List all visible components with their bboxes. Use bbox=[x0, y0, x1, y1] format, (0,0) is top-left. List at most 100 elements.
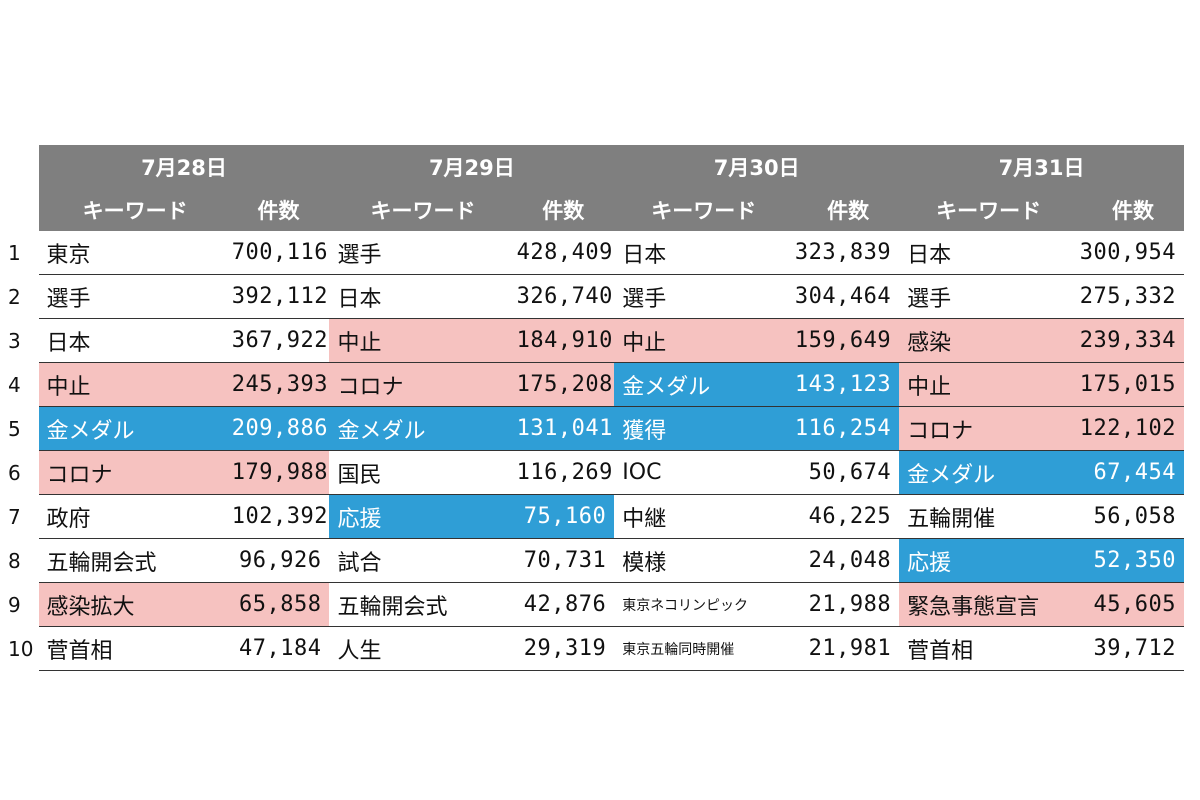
count-cell: 184,910 bbox=[516, 318, 615, 363]
keyword-cell: 国民 bbox=[329, 450, 517, 495]
date-header: 7月30日 bbox=[614, 145, 900, 189]
keyword-cell: 日本 bbox=[899, 231, 1079, 275]
keyword-cell: 感染拡大 bbox=[38, 582, 232, 627]
count-cell: 116,254 bbox=[793, 406, 900, 451]
keyword-cell: 応援 bbox=[329, 494, 517, 539]
keyword-cell: 東京 bbox=[38, 231, 232, 275]
count-cell: 96,926 bbox=[231, 538, 330, 583]
rank-number: 4 bbox=[8, 372, 21, 397]
count-cell: 65,858 bbox=[231, 582, 330, 627]
keyword-cell: 日本 bbox=[329, 274, 517, 319]
table-row: 1 東京 700,116 選手 428,409 日本 323,839 日本 300,954 bbox=[8, 231, 1184, 275]
count-cell: 39,712 bbox=[1078, 626, 1184, 671]
table-row: 7 政府 102,392 応援 75,160 中継 46,225 五輪開催 56,058 bbox=[8, 494, 1184, 539]
table-row: 2 選手 392,112 日本 326,740 選手 304,464 選手 275,332 bbox=[8, 274, 1184, 319]
count-column-header: 件数 bbox=[793, 189, 900, 231]
keyword-column-header: キーワード bbox=[38, 189, 232, 231]
count-cell: 326,740 bbox=[516, 274, 615, 319]
count-cell: 75,160 bbox=[516, 494, 615, 539]
count-cell: 122,102 bbox=[1078, 406, 1184, 451]
keyword-cell: 五輪開会式 bbox=[38, 538, 232, 583]
keyword-cell: IOC bbox=[614, 450, 794, 495]
keyword-cell: 獲得 bbox=[614, 406, 794, 451]
keyword-cell: 菅首相 bbox=[38, 626, 232, 671]
count-cell: 46,225 bbox=[793, 494, 900, 539]
keyword-cell: 東京五輪同時開催 bbox=[614, 626, 794, 671]
count-cell: 52,350 bbox=[1078, 538, 1184, 583]
count-cell: 159,649 bbox=[793, 318, 900, 363]
table-row: 3 日本 367,922 中止 184,910 中止 159,649 感染 239,334 bbox=[8, 318, 1184, 363]
keyword-cell: 金メダル bbox=[329, 406, 517, 451]
keyword-cell: 金メダル bbox=[899, 450, 1079, 495]
count-cell: 304,464 bbox=[793, 274, 900, 319]
keyword-cell: 東京ネコリンピック bbox=[614, 582, 794, 627]
keyword-cell: コロナ bbox=[38, 450, 232, 495]
count-cell: 131,041 bbox=[516, 406, 615, 451]
keyword-cell: コロナ bbox=[899, 406, 1079, 451]
keyword-cell: 選手 bbox=[329, 231, 517, 275]
date-header: 7月28日 bbox=[38, 145, 330, 189]
keyword-cell: 模様 bbox=[614, 538, 794, 583]
keyword-cell: 中止 bbox=[329, 318, 517, 363]
rank-number: 9 bbox=[8, 592, 21, 617]
keyword-cell: 選手 bbox=[899, 274, 1079, 319]
rank-number: 5 bbox=[8, 416, 21, 441]
count-cell: 245,393 bbox=[231, 362, 330, 407]
keyword-cell: 金メダル bbox=[614, 362, 794, 407]
count-cell: 21,981 bbox=[793, 626, 900, 671]
count-cell: 42,876 bbox=[516, 582, 615, 627]
count-cell: 29,319 bbox=[516, 626, 615, 671]
keyword-column-header: キーワード bbox=[899, 189, 1079, 231]
keyword-column-header: キーワード bbox=[329, 189, 517, 231]
count-cell: 392,112 bbox=[231, 274, 330, 319]
table-row: 10 菅首相 47,184 人生 29,319 東京五輪同時開催 21,981 菅首相 39,7… bbox=[8, 626, 1184, 671]
table-row: 9 感染拡大 65,858 五輪開会式 42,876 東京ネコリンピック 21,988 緊急事… bbox=[8, 582, 1184, 627]
count-column-header: 件数 bbox=[231, 189, 330, 231]
keyword-cell: 試合 bbox=[329, 538, 517, 583]
count-cell: 50,674 bbox=[793, 450, 900, 495]
keyword-cell: 金メダル bbox=[38, 406, 232, 451]
keyword-cell: 五輪開催 bbox=[899, 494, 1079, 539]
keyword-cell: 応援 bbox=[899, 538, 1079, 583]
count-cell: 116,269 bbox=[516, 450, 615, 495]
table-row: 6 コロナ 179,988 国民 116,269 IOC 50,674 金メダル 67,454 bbox=[8, 450, 1184, 495]
count-cell: 323,839 bbox=[793, 231, 900, 275]
count-cell: 102,392 bbox=[231, 494, 330, 539]
count-cell: 24,048 bbox=[793, 538, 900, 583]
column-header-row: キーワード 件数 キーワード 件数 キーワード 件数 キーワード 件数 bbox=[8, 189, 1184, 231]
count-cell: 179,988 bbox=[231, 450, 330, 495]
rank-header bbox=[8, 145, 39, 189]
keyword-cell: 選手 bbox=[38, 274, 232, 319]
count-cell: 21,988 bbox=[793, 582, 900, 627]
count-cell: 175,015 bbox=[1078, 362, 1184, 407]
count-cell: 45,605 bbox=[1078, 582, 1184, 627]
rank-number: 10 bbox=[8, 636, 34, 661]
table-row: 8 五輪開会式 96,926 試合 70,731 模様 24,048 応援 52,350 bbox=[8, 538, 1184, 583]
count-cell: 70,731 bbox=[516, 538, 615, 583]
keyword-cell: 五輪開会式 bbox=[329, 582, 517, 627]
keyword-cell: 緊急事態宣言 bbox=[899, 582, 1079, 627]
count-cell: 47,184 bbox=[231, 626, 330, 671]
count-cell: 209,886 bbox=[231, 406, 330, 451]
keyword-cell: 中止 bbox=[899, 362, 1079, 407]
date-header: 7月29日 bbox=[329, 145, 615, 189]
keyword-cell: 中止 bbox=[38, 362, 232, 407]
keyword-cell: 菅首相 bbox=[899, 626, 1079, 671]
count-cell: 700,116 bbox=[231, 231, 330, 275]
keyword-cell: 中止 bbox=[614, 318, 794, 363]
count-cell: 175,208 bbox=[516, 362, 615, 407]
count-column-header: 件数 bbox=[516, 189, 615, 231]
rank-number: 2 bbox=[8, 284, 21, 309]
date-header: 7月31日 bbox=[899, 145, 1184, 189]
count-column-header: 件数 bbox=[1078, 189, 1184, 231]
keyword-cell: 選手 bbox=[614, 274, 794, 319]
table-row: 5 金メダル 209,886 金メダル 131,041 獲得 116,254 コロナ 122,1… bbox=[8, 406, 1184, 451]
rank-number: 3 bbox=[8, 328, 21, 353]
date-header-row: 7月28日 7月29日 7月30日 7月31日 bbox=[8, 145, 1184, 189]
count-cell: 239,334 bbox=[1078, 318, 1184, 363]
keyword-cell: 中継 bbox=[614, 494, 794, 539]
keyword-cell: 日本 bbox=[38, 318, 232, 363]
count-cell: 56,058 bbox=[1078, 494, 1184, 539]
keyword-ranking-table: 7月28日 7月29日 7月30日 7月31日 キーワード 件数 キーワード 件… bbox=[8, 145, 1184, 671]
rank-number: 8 bbox=[8, 548, 21, 573]
